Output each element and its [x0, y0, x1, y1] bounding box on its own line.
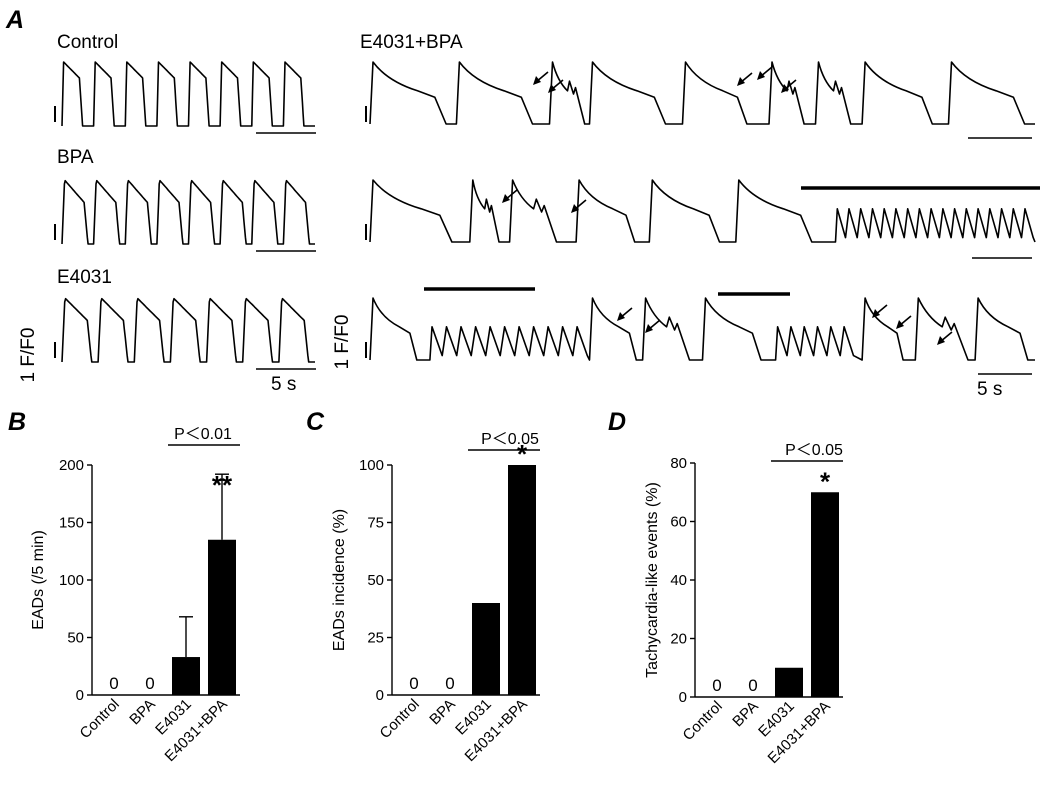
trace-label-left-2: E4031 — [57, 267, 112, 288]
ead-arrow-head-8 — [645, 324, 653, 333]
significance-marker: * — [820, 466, 831, 496]
panel-a-letter: A — [5, 6, 24, 34]
significance-marker: ** — [212, 470, 233, 500]
y-tick-label: 80 — [670, 455, 687, 472]
amplitude-scale-label-left: 1 F/F0 — [18, 328, 39, 383]
zero-label: 0 — [145, 674, 154, 693]
y-tick-label: 100 — [59, 572, 84, 589]
y-tick-label: 200 — [59, 457, 84, 474]
ead-arrow-head-5 — [502, 194, 510, 203]
trace-left-0 — [61, 61, 315, 127]
ead-arrow-head-1 — [548, 84, 556, 93]
zero-label: 0 — [409, 674, 418, 693]
y-axis-label: Tachycardia-like events (%) — [644, 482, 661, 678]
time-scale-label-left: 5 s — [271, 374, 296, 395]
y-axis-label: EADs incidence (%) — [331, 509, 348, 651]
time-scale-label-right: 5 s — [977, 379, 1002, 400]
y-tick-label: 50 — [67, 630, 84, 647]
trace-left-2 — [61, 297, 315, 363]
bar-e4031 — [472, 603, 500, 695]
y-tick-label: 0 — [76, 687, 84, 704]
zero-label: 0 — [748, 676, 757, 695]
y-tick-label: 75 — [367, 515, 384, 532]
y-tick-label: 25 — [367, 630, 384, 647]
bar-e4031-bpa — [508, 465, 536, 695]
panel-a-traces: Control BPA E4031 1 F/F0 5 s E4031+BPA 1 F/F0 5… — [18, 32, 1040, 400]
zero-label: 0 — [109, 674, 118, 693]
y-tick-label: 60 — [670, 514, 687, 531]
significance-marker: * — [517, 439, 528, 469]
zero-label: 0 — [712, 676, 721, 695]
trace-left-1 — [61, 179, 315, 245]
bar-e4031 — [172, 657, 200, 695]
ead-arrow-head-3 — [757, 71, 765, 80]
p-value-label: P＜0.05 — [785, 442, 843, 459]
bar-e4031-bpa — [208, 539, 236, 695]
y-tick-label: 20 — [670, 631, 687, 648]
ead-arrow-head-10 — [896, 320, 904, 329]
ead-arrow-head-11 — [937, 336, 945, 345]
y-tick-label: 40 — [670, 572, 687, 589]
ead-arrow-head-9 — [872, 309, 880, 318]
ead-arrow-head-2 — [737, 77, 745, 86]
amplitude-scale-label-right: 1 F/F0 — [332, 315, 353, 370]
y-tick-label: 0 — [679, 689, 687, 706]
y-tick-label: 100 — [359, 457, 384, 474]
trace-label-right-0: E4031+BPA — [360, 32, 463, 53]
y-tick-label: 50 — [367, 572, 384, 589]
bar-e4031 — [775, 667, 803, 697]
trace-label-left-0: Control — [57, 32, 118, 53]
ead-arrow-head-6 — [571, 204, 579, 213]
trace-right-1 — [369, 179, 1036, 243]
panel-letter: D — [608, 408, 626, 436]
panel-letter: C — [306, 408, 325, 436]
ead-arrow-head-7 — [617, 312, 625, 321]
ead-arrow-head-0 — [533, 76, 541, 85]
trace-right-0 — [369, 61, 1035, 125]
trace-right-2 — [369, 297, 1035, 361]
ead-arrow-head-4 — [781, 84, 789, 93]
p-value-label: P＜0.01 — [174, 426, 232, 443]
bar-e4031-bpa — [811, 492, 839, 697]
panel-letter: B — [8, 408, 26, 436]
trace-label-left-1: BPA — [57, 147, 94, 168]
p-value-label: P＜0.05 — [481, 431, 539, 448]
y-axis-label: EADs (/5 min) — [30, 530, 47, 630]
y-tick-label: 0 — [376, 687, 384, 704]
y-tick-label: 150 — [59, 515, 84, 532]
zero-label: 0 — [445, 674, 454, 693]
